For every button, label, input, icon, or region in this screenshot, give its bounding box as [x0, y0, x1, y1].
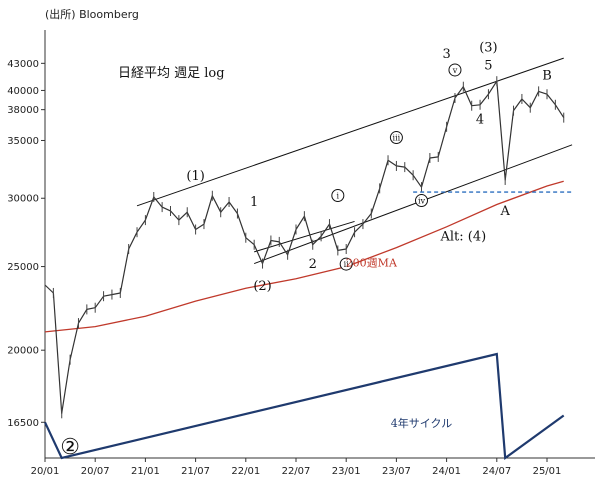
wave-label: ②: [60, 435, 80, 460]
x-tick-label: 25/01: [533, 466, 562, 477]
channel-line: [253, 144, 573, 265]
wave-label: ⅲ: [393, 134, 401, 143]
cycle-line-layer: [44, 352, 565, 461]
wave-label: ⅰ: [337, 191, 340, 200]
channel-line: [254, 220, 355, 253]
chart-title: 日経平均 週足 log: [118, 66, 225, 81]
y-axis-ticks: 43000 40000 38000 35000 30000 25000 20000 16500: [7, 59, 45, 429]
x-tick-label: 24/07: [482, 466, 511, 477]
wave-label: (2): [253, 279, 271, 294]
x-tick-label: 20/07: [81, 466, 110, 477]
moving-average-layer: [44, 180, 564, 333]
wave-label: ⅴ: [452, 66, 458, 75]
x-tick-label: 21/07: [181, 466, 210, 477]
wave-label: 3: [442, 47, 450, 62]
wave-label: ⅳ: [418, 197, 426, 206]
x-tick-label: 23/01: [332, 466, 361, 477]
y-tick-label: 38000: [7, 105, 39, 116]
wave-label: (3): [479, 40, 497, 55]
wave-marker-circle: [448, 63, 462, 77]
x-tick-label: 23/07: [382, 466, 411, 477]
x-tick-label: 20/01: [31, 466, 60, 477]
cycle-line: [44, 352, 565, 461]
wave-label: 200週MA: [346, 257, 398, 270]
wave-label: ⅱ: [344, 260, 349, 269]
y-tick-label: 40000: [7, 86, 39, 97]
x-tick-label: 24/01: [432, 466, 461, 477]
wave-marker-circle: [331, 188, 345, 202]
x-tick-label: 22/01: [231, 466, 260, 477]
wave-label: A: [499, 204, 510, 219]
y-tick-label: 20000: [7, 346, 39, 357]
source-label: (出所) Bloomberg: [45, 7, 139, 21]
wave-label: 4: [476, 113, 484, 128]
y-tick-label: 35000: [7, 136, 39, 147]
wave-marker-circle: [415, 194, 428, 208]
wave-label: B: [542, 68, 552, 83]
x-tick-label: 21/01: [131, 466, 160, 477]
wave-label: 2: [309, 257, 317, 272]
annotation-layer: (1) 1 (2) 2 ⅰ ⅱ ⅲ ⅳ 3ⅴ (3) 5 4 B A Alt: (4) 200週MA 4年サイク…: [60, 40, 552, 460]
y-tick-label: 30000: [7, 194, 39, 205]
wave-marker-circle: [389, 131, 403, 145]
x-tick-label: 22/07: [282, 466, 311, 477]
wave-label: (1): [186, 169, 204, 184]
price-series-layer: [44, 76, 565, 419]
wave-label: 4年サイクル: [391, 416, 452, 430]
price-series-line: [44, 80, 565, 414]
x-axis-ticks: 20/01 20/07 21/01 21/07 22/01 22/07 23/01 23/07…: [31, 458, 562, 477]
wave-label: 5: [484, 58, 492, 73]
moving-average-line: [44, 180, 564, 333]
trend-channel-lines: [136, 57, 573, 265]
y-tick-label: 43000: [7, 59, 39, 70]
channel-line: [136, 57, 564, 207]
wave-marker-circle: [339, 257, 353, 271]
y-tick-label: 25000: [7, 262, 39, 273]
wave-label: 1: [250, 195, 258, 210]
y-tick-label: 16500: [7, 418, 39, 429]
wave-label: Alt: (4): [439, 230, 486, 245]
